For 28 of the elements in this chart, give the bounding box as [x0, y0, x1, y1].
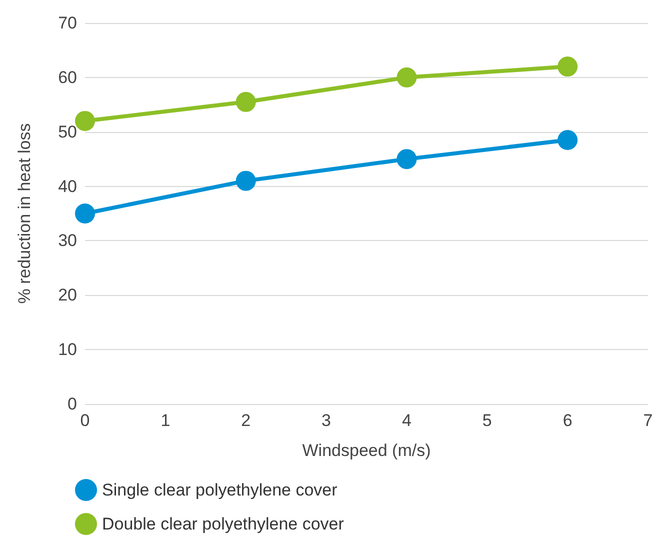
point [396, 67, 417, 88]
y-tick-label: 60 [58, 68, 77, 87]
y-axis-title: % reduction in heat loss [15, 123, 34, 304]
y-tick-label: 50 [58, 122, 77, 142]
y-tick-label: 20 [58, 286, 77, 305]
y-tick-label: 70 [58, 14, 77, 32]
x-tick-label: 5 [482, 411, 492, 430]
legend-label: Double clear polyethylene cover [102, 514, 344, 534]
point [236, 170, 256, 191]
x-tick-label: 2 [241, 411, 251, 430]
x-tick-label: 4 [402, 411, 412, 430]
y-tick-label: 40 [58, 176, 77, 196]
y-tick-label: 30 [58, 231, 77, 250]
point [236, 92, 256, 112]
y-tick-label: 10 [58, 340, 77, 360]
point [558, 130, 578, 150]
x-tick-label: 3 [322, 411, 332, 430]
x-tick-label: 0 [80, 411, 90, 430]
point [558, 56, 578, 77]
x-tick-label: 6 [562, 411, 572, 430]
point [396, 149, 417, 170]
point [75, 204, 95, 224]
point [75, 110, 95, 131]
x-tick-label: 7 [643, 411, 653, 430]
x-tick-label: 1 [160, 411, 170, 430]
y-tick-label: 0 [68, 394, 77, 414]
x-axis-title: Windspeed (m/s) [302, 441, 431, 460]
legend-label: Single clear polyethylene cover [102, 480, 338, 500]
